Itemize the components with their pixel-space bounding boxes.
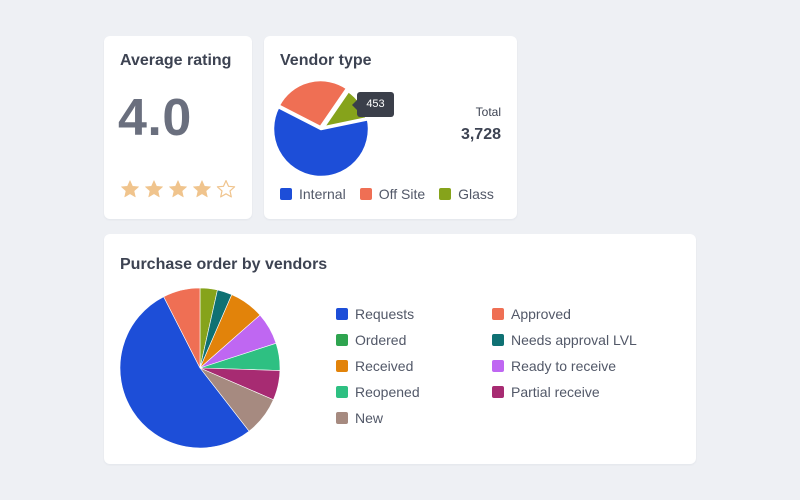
legend-swatch — [439, 188, 452, 200]
legend-label: Approved — [511, 306, 571, 322]
purchase-order-legend-item[interactable]: Reopened — [336, 384, 492, 400]
legend-swatch — [336, 412, 348, 424]
legend-swatch — [492, 334, 504, 346]
legend-label: Partial receive — [511, 384, 600, 400]
star-filled-icon — [121, 180, 139, 198]
pie-slice-approved[interactable] — [163, 287, 201, 369]
legend-label: Requests — [355, 306, 415, 322]
vendor-type-legend-item[interactable]: Internal — [280, 186, 346, 202]
purchase-order-legend-item[interactable]: New — [336, 410, 492, 426]
legend-swatch — [336, 386, 348, 398]
legend-label: Internal — [299, 186, 346, 202]
pie-slice-internal[interactable] — [271, 105, 371, 179]
purchase-order-title: Purchase order by vendors — [120, 256, 328, 273]
vendor-type-legend-item[interactable]: Off Site — [359, 186, 426, 202]
purchase-order-legend-item[interactable]: Needs approval LVL — [492, 332, 662, 348]
legend-label: Ordered — [355, 332, 407, 348]
total-label: Total — [475, 105, 501, 119]
average-rating-title: Average rating — [120, 52, 232, 69]
legend-swatch — [280, 188, 292, 200]
legend-label: Received — [355, 358, 414, 374]
purchase-order-card: Purchase order by vendors Requests Approv… — [104, 234, 696, 464]
purchase-order-legend-item[interactable]: Ready to receive — [492, 358, 662, 374]
rating-stars — [120, 179, 236, 199]
purchase-order-legend-item[interactable]: Received — [336, 358, 492, 374]
purchase-order-legend-item[interactable]: Requests — [336, 306, 492, 322]
legend-label: Glass — [458, 186, 494, 202]
legend-swatch — [492, 386, 504, 398]
star-filled-icon — [145, 180, 163, 198]
pie-slice-off-site[interactable] — [277, 78, 349, 129]
legend-swatch — [492, 360, 504, 372]
vendor-type-legend: Internal Off Site Glass — [280, 186, 494, 202]
legend-label: Reopened — [355, 384, 420, 400]
average-rating-card: Average rating 4.0 — [104, 36, 252, 219]
purchase-order-pie-chart[interactable] — [118, 286, 282, 450]
legend-swatch — [336, 308, 348, 320]
legend-label: Needs approval LVL — [511, 332, 637, 348]
total-value: 3,728 — [460, 126, 501, 143]
pie-tooltip: 453 — [352, 92, 394, 117]
vendor-type-title: Vendor type — [280, 52, 372, 69]
legend-label: New — [355, 410, 384, 426]
purchase-order-legend-item[interactable]: Partial receive — [492, 384, 662, 400]
star-filled-icon — [169, 180, 187, 198]
purchase-order-legend: Requests Approved Ordered Needs approval LV… — [336, 306, 662, 426]
star-empty-icon — [216, 180, 236, 198]
vendor-type-legend-item[interactable]: Glass — [439, 186, 494, 202]
average-rating-value: 4.0 — [118, 89, 192, 147]
legend-swatch — [492, 308, 504, 320]
vendor-type-card: Vendor type Total 3,728 Internal Off Site… — [264, 36, 517, 219]
legend-swatch — [359, 188, 372, 200]
star-filled-icon — [193, 180, 211, 198]
legend-label: Ready to receive — [511, 358, 617, 374]
purchase-order-legend-item[interactable]: Approved — [492, 306, 662, 322]
legend-swatch — [336, 360, 348, 372]
purchase-order-legend-item[interactable]: Ordered — [336, 332, 492, 348]
legend-label: Off Site — [378, 186, 426, 202]
legend-swatch — [336, 334, 348, 346]
pie-slice-requests[interactable] — [119, 296, 250, 449]
